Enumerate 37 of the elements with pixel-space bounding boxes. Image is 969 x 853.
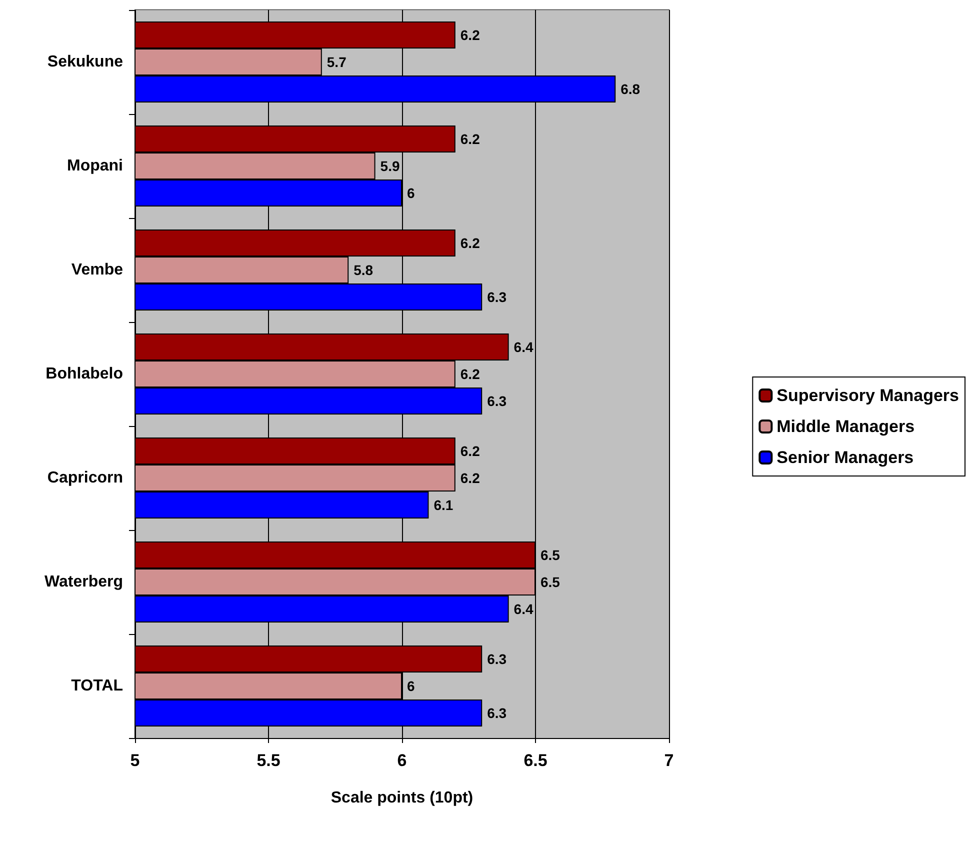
data-label: 6 — [407, 185, 415, 202]
data-label: 6.8 — [620, 81, 640, 98]
y-tick-label: TOTAL — [71, 678, 124, 694]
data-label: 6.2 — [460, 366, 480, 382]
data-label: 5.7 — [326, 54, 347, 70]
data-label: 6.2 — [460, 26, 480, 43]
y-tick-label: Bohlabelo — [46, 366, 124, 382]
y-tick-label: Capricorn — [47, 470, 123, 486]
data-label: 6.4 — [514, 338, 534, 355]
y-tick-label: Mopani — [67, 158, 123, 174]
x-tick-label: 6.5 — [524, 751, 548, 770]
legend-label: Senior Managers — [776, 448, 914, 467]
data-label: 6.2 — [460, 442, 480, 459]
y-tick-label: Waterberg — [44, 574, 123, 590]
data-label: 6.2 — [460, 470, 480, 486]
data-label: 6 — [407, 678, 415, 694]
data-label: 6.3 — [487, 289, 507, 306]
data-label: 6.2 — [460, 234, 480, 251]
legend-label: Supervisory Managers — [776, 386, 960, 405]
legend-label: Middle Managers — [776, 417, 915, 436]
data-label: 6.3 — [487, 705, 507, 722]
data-label: 6.3 — [487, 393, 507, 410]
x-tick-label: 7 — [664, 751, 674, 770]
data-label: 6.5 — [540, 574, 560, 590]
data-label: 6.3 — [487, 650, 507, 667]
data-label: 5.8 — [354, 262, 374, 278]
x-tick-label: 5 — [130, 751, 140, 770]
data-label: 6.1 — [434, 497, 454, 514]
data-label: 6.2 — [460, 130, 480, 147]
x-tick-label: 5.5 — [256, 751, 280, 770]
data-label: 5.9 — [380, 158, 400, 174]
x-tick-label: 6 — [397, 751, 407, 770]
x-axis-title: Scale points (10pt) — [330, 790, 474, 806]
data-label: 6.5 — [540, 546, 560, 563]
data-label: 6.4 — [514, 601, 534, 618]
y-tick-label: Sekukune — [47, 54, 124, 70]
y-tick-label: Vembe — [71, 262, 124, 278]
